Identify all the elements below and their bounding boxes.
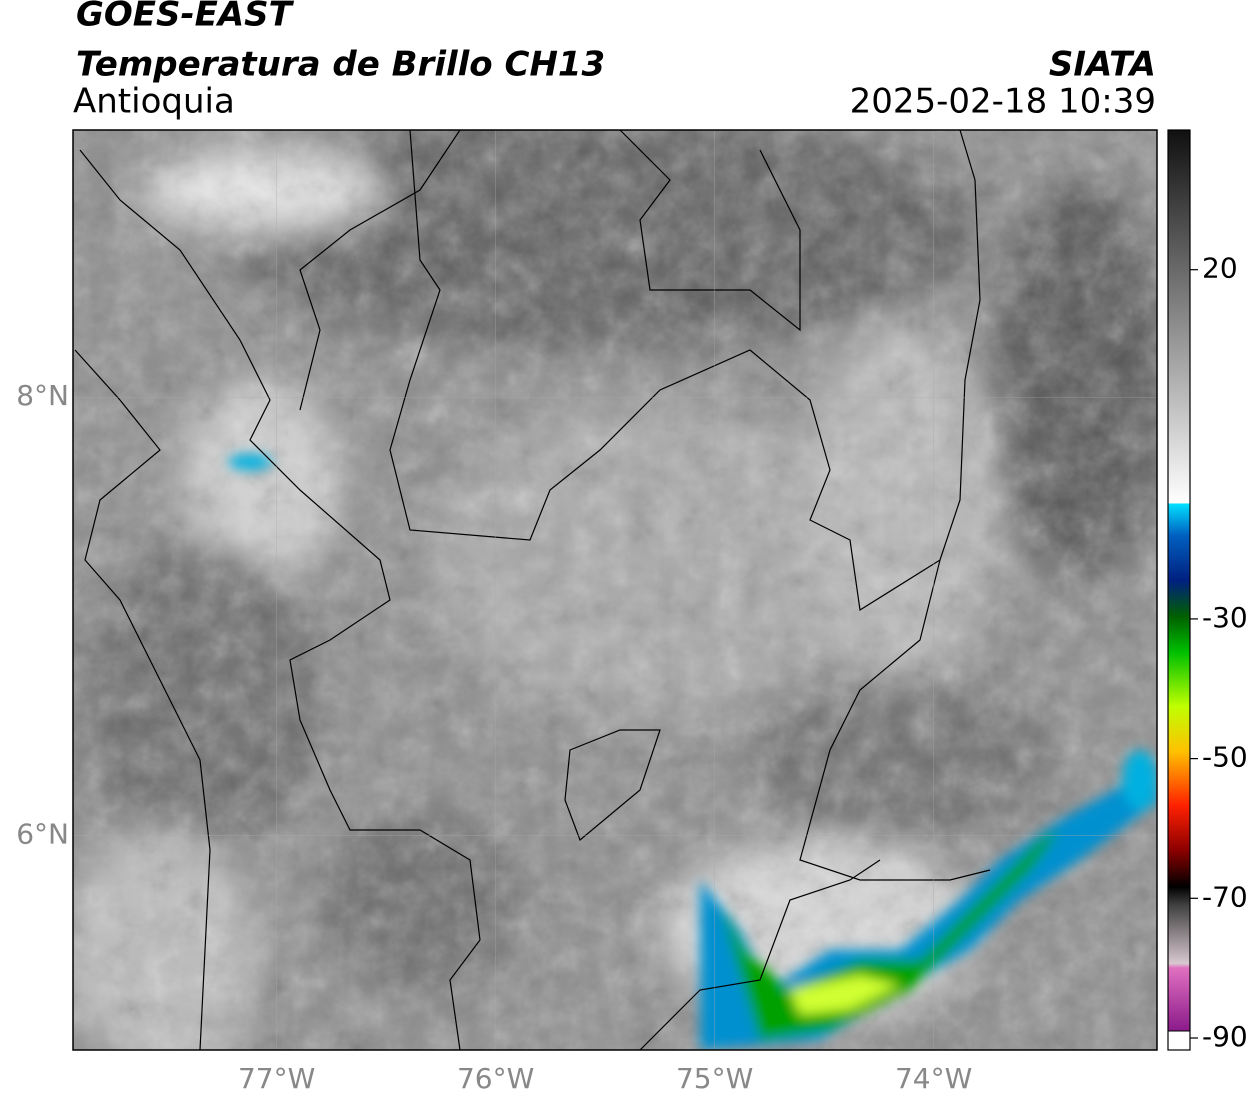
satellite-image [73,130,1157,1050]
subtitle: Temperatura de Brillo CH13 [76,45,605,85]
colorbar-tick-label: 20 [1202,252,1238,285]
colorbar-frame [1167,129,1191,1051]
region: Antioquia [73,82,235,122]
title: GOES-EAST [76,0,295,35]
colorbar [1168,130,1190,1031]
colorbar-extension [1167,1030,1191,1051]
colorbar-tick-label: -90 [1202,1020,1248,1053]
y-tick-label: 8°N [16,379,69,412]
colorbar-tick-label: -70 [1202,880,1248,913]
map-frame [72,129,1158,1051]
x-tick-label: 75°W [676,1062,753,1095]
borders [74,130,991,1050]
x-tick-label: 74°W [895,1062,972,1095]
colorbar-tick-label: -50 [1202,741,1248,774]
y-tick-label: 6°N [16,817,69,850]
x-tick-label: 76°W [457,1062,534,1095]
source: SIATA [1049,45,1156,85]
colorbar-tick-label: -30 [1202,601,1248,634]
grid [73,130,1157,1050]
x-tick-label: 77°W [238,1062,315,1095]
datetime: 2025-02-18 10:39 [850,82,1156,122]
